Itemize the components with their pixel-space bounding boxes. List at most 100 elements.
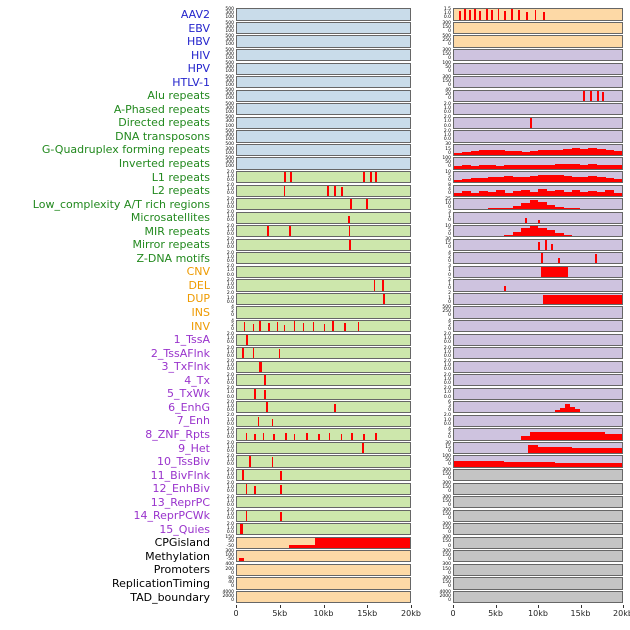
y-tick-label: 500: [225, 7, 234, 12]
y-tick-label: 0.0: [226, 462, 234, 468]
y-tick-label: 2.0: [443, 115, 451, 121]
y-tick-label: 150: [442, 566, 451, 572]
y-tick-label: 150: [225, 535, 234, 541]
y-axis-right: 300 150 0: [433, 563, 453, 576]
track-panel-right: [453, 333, 623, 346]
y-tick-label: 300: [225, 133, 234, 139]
data-bar: [242, 348, 244, 359]
column-gap: [411, 347, 433, 348]
y-tick-label: 300: [442, 521, 451, 527]
y-tick-label: 2.0: [226, 237, 234, 243]
column-gap: [411, 198, 433, 199]
track-panel-right: [453, 103, 623, 116]
y-tick-label: 0.0: [226, 245, 234, 251]
x-axis: 0 5kb 10kb 15kb 20kb 0 5kb 10kb 15kb 20kb: [0, 605, 630, 623]
x-tick-label: 5kb: [488, 609, 503, 619]
data-bar: [323, 324, 325, 332]
track-panel-right: [453, 550, 623, 563]
y-tick-label: 4: [231, 305, 234, 311]
y-axis-left: 500 300 100: [216, 34, 236, 47]
y-tick-label: 300: [442, 20, 451, 26]
data-bar: [541, 253, 544, 264]
x-tick-label: 20kb: [613, 609, 630, 619]
y-tick-label: 250: [442, 309, 451, 315]
data-bar: [358, 322, 360, 332]
y-tick-label: 0: [231, 313, 234, 319]
track-label: HPV: [187, 62, 210, 76]
y-tick-label: 150: [442, 580, 451, 586]
track-panel-right: [453, 414, 623, 427]
data-area-segment: [529, 176, 539, 183]
track-label: Directed repeats: [118, 116, 210, 130]
y-tick-label: 300: [225, 92, 234, 98]
track-panel-left: [236, 279, 411, 292]
x-tick-mark: [623, 605, 624, 609]
y-tick-label: 100: [225, 110, 234, 116]
y-tick-label: 2.0: [226, 169, 234, 175]
column-gap: [411, 455, 433, 456]
data-area-segment: [512, 191, 522, 196]
x-tick-mark: [279, 605, 281, 609]
track-row: 10_TssBiv 2.0 1.0 0.0 100 50 0: [0, 454, 630, 469]
y-tick-label: 0.0: [226, 435, 234, 441]
track-row: CNV 2.0 1.0 0.0 3 1 0: [0, 265, 630, 279]
data-area-segment: [487, 177, 497, 183]
y-axis-left: 80 40 0: [216, 576, 236, 589]
track-panel-left: [236, 441, 411, 455]
y-tick-label: 4000: [222, 589, 234, 595]
y-tick-label: 1.0: [443, 11, 451, 17]
y-tick-label: 300: [442, 481, 451, 487]
data-bar: [517, 10, 520, 20]
data-bar: [237, 560, 410, 562]
y-tick-label: 0: [448, 286, 451, 292]
track-label: 3_TxFlnk: [161, 360, 210, 374]
y-tick-label: 1.0: [226, 417, 234, 423]
track-panel-right: [453, 211, 623, 224]
data-bar: [254, 388, 257, 399]
data-area-segment: [571, 190, 581, 196]
y-tick-label: 1: [448, 268, 451, 274]
y-tick-label: 1.0: [226, 254, 234, 260]
track-panel-right: [453, 428, 623, 441]
y-tick-label: 2.0: [226, 413, 234, 419]
track-panel-left: [236, 401, 411, 414]
track-panel-left: [236, 509, 411, 522]
y-tick-label: 1.0: [226, 512, 234, 518]
track-panel-right: [453, 523, 623, 536]
data-bar: [504, 11, 507, 20]
data-bar: [302, 323, 305, 332]
data-area-segment: [546, 204, 556, 210]
y-tick-label: 0.0: [226, 448, 234, 454]
track-label: G-Quadruplex forming repeats: [41, 143, 210, 157]
data-bar: [474, 9, 476, 20]
column-gap: [411, 49, 433, 50]
y-axis-right: 100 50 0: [433, 156, 453, 169]
y-tick-label: 0: [448, 584, 451, 590]
data-area-segment: [479, 150, 489, 156]
data-bar: [554, 409, 560, 413]
y-tick-label: 4: [231, 318, 234, 324]
y-tick-label: 2000: [439, 593, 451, 599]
data-bar: [571, 447, 622, 454]
y-tick-label: 5: [448, 227, 451, 233]
data-bar: [569, 407, 575, 413]
track-panel-left: [236, 103, 411, 116]
y-tick-label: 0.0: [226, 475, 234, 481]
y-axis-left: 2.0 1.0 0.0: [216, 237, 236, 251]
track-row: Microsatellites 2.0 1.0 0.0 3 1 0: [0, 210, 630, 225]
y-tick-label: 40: [445, 88, 451, 94]
data-bar: [333, 404, 336, 413]
y-tick-label: 0: [448, 150, 451, 156]
y-tick-label: 0: [448, 529, 451, 535]
track-row: A-Phased repeats 500 300 100 2.0 1.0 0.0: [0, 102, 630, 117]
data-bar: [551, 243, 554, 250]
data-area-segment: [512, 164, 522, 169]
y-axis-right: 100 50 0: [433, 454, 453, 467]
y-tick-label: 1.0: [226, 200, 234, 206]
data-area-segment: [504, 176, 514, 183]
y-tick-label: 0.0: [226, 367, 234, 373]
y-tick-label: 100: [442, 454, 451, 460]
y-tick-label: 2.0: [443, 372, 451, 378]
